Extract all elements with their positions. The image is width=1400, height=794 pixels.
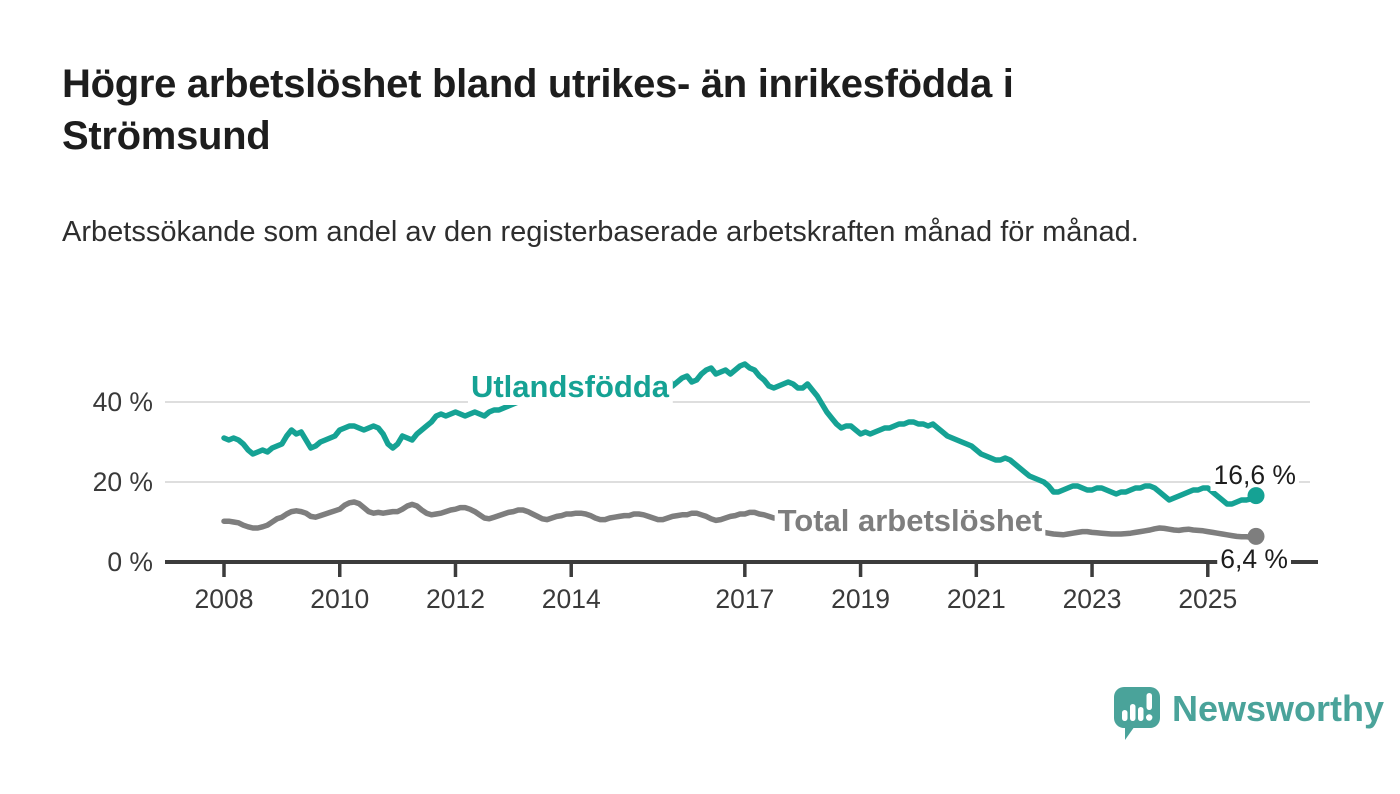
speech-bubble-shape: [1114, 687, 1160, 740]
x-tick-label-2010: 2010: [310, 584, 369, 614]
x-tick-label-2023: 2023: [1063, 584, 1122, 614]
y-tick-label-0: 0 %: [107, 547, 153, 577]
end-value-label-utlandsfodda-bg: [1210, 459, 1299, 491]
bar-2: [1130, 704, 1136, 721]
series-label-total-arbetsloshet-bg: [774, 502, 1046, 539]
y-tick-label-40: 40 %: [93, 387, 153, 417]
y-tick-label-20: 20 %: [93, 467, 153, 497]
series-line-1: [221, 499, 1259, 540]
exclamation-bar: [1146, 693, 1152, 710]
x-tick-label-2017: 2017: [715, 584, 774, 614]
x-tick-label-2008: 2008: [195, 584, 254, 614]
newsworthy-logo-icon: [1114, 687, 1160, 740]
page-title: Högre arbetslöshet bland utrikes- än inr…: [62, 62, 1014, 158]
series-label-utlandsfodda-bg: [467, 368, 673, 405]
series-label-total-arbetsloshet: Total arbetslöshet: [778, 503, 1043, 538]
series-label-utlandsfodda: Utlandsfödda: [471, 369, 670, 404]
x-tick-label-2019: 2019: [831, 584, 890, 614]
newsworthy-logo-text: Newsworthy: [1172, 688, 1385, 729]
end-dot-0: [1247, 487, 1265, 505]
series-line-0: [221, 361, 1259, 507]
page-subtitle: Arbetssökande som andel av den registerb…: [62, 216, 1139, 248]
end-value-label-utlandsfodda: 16,6 %: [1213, 460, 1296, 490]
end-dot-1: [1247, 527, 1265, 545]
exclamation-dot: [1146, 714, 1153, 721]
x-tick-label-2025: 2025: [1178, 584, 1237, 614]
bar-3: [1138, 707, 1144, 721]
x-tick-label-2014: 2014: [542, 584, 601, 614]
unemployment-line-chart: 2008 2010 2012 2014 2017 2019 2021 2023 2025 0 % 2…: [93, 361, 1318, 614]
newsworthy-branding: Newsworthy: [1113, 684, 1384, 746]
end-value-label-total: 6,4 %: [1220, 544, 1288, 574]
bar-1: [1122, 710, 1128, 721]
x-tick-label-2012: 2012: [426, 584, 485, 614]
x-tick-label-2021: 2021: [947, 584, 1006, 614]
end-value-label-total-bg: [1217, 543, 1291, 575]
